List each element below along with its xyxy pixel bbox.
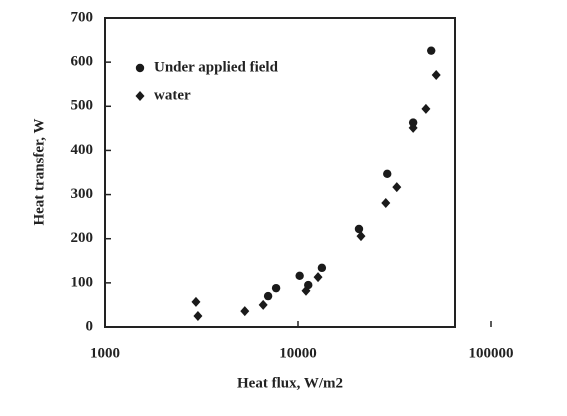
y-tick-label: 300 <box>71 186 94 202</box>
x-tick-label: 100000 <box>469 345 514 361</box>
diamond-marker <box>356 231 366 242</box>
circle-marker <box>263 291 273 301</box>
y-tick-label: 400 <box>71 142 94 158</box>
diamond-marker <box>408 122 418 133</box>
y-tick-label: 600 <box>71 54 94 70</box>
plot-frame <box>104 17 456 328</box>
diamond-marker <box>258 299 268 310</box>
diamond-marker <box>191 296 201 307</box>
legend-label: Under applied field <box>154 59 279 75</box>
y-tick-label: 100 <box>71 274 94 290</box>
diamond-marker <box>135 91 145 101</box>
diamond-marker <box>301 285 311 296</box>
diamond-marker <box>240 306 250 317</box>
y-tick-label: 700 <box>71 9 94 25</box>
y-axis-title: Heat transfer, W <box>31 118 47 225</box>
diamond-marker <box>193 310 203 321</box>
diamond-marker <box>421 103 431 114</box>
x-tick-label: 10000 <box>279 345 317 361</box>
y-tick-label: 200 <box>71 230 94 246</box>
circle-marker <box>354 224 364 234</box>
diamond-marker <box>381 197 391 208</box>
diamond-marker <box>313 272 323 283</box>
circle-marker <box>317 263 327 273</box>
y-tick-label: 0 <box>86 318 94 334</box>
circle-marker <box>383 169 392 179</box>
y-tick-label: 500 <box>71 98 94 114</box>
circle-marker <box>427 46 436 55</box>
circle-marker <box>295 271 304 280</box>
x-axis-title: Heat flux, W/m2 <box>237 375 343 391</box>
circle-marker <box>271 283 281 293</box>
circle-marker <box>135 63 145 73</box>
legend-label: water <box>154 87 191 103</box>
diamond-marker <box>431 69 441 80</box>
diamond-marker <box>392 182 402 193</box>
x-tick-label: 1000 <box>90 345 120 361</box>
circle-marker <box>408 118 418 127</box>
